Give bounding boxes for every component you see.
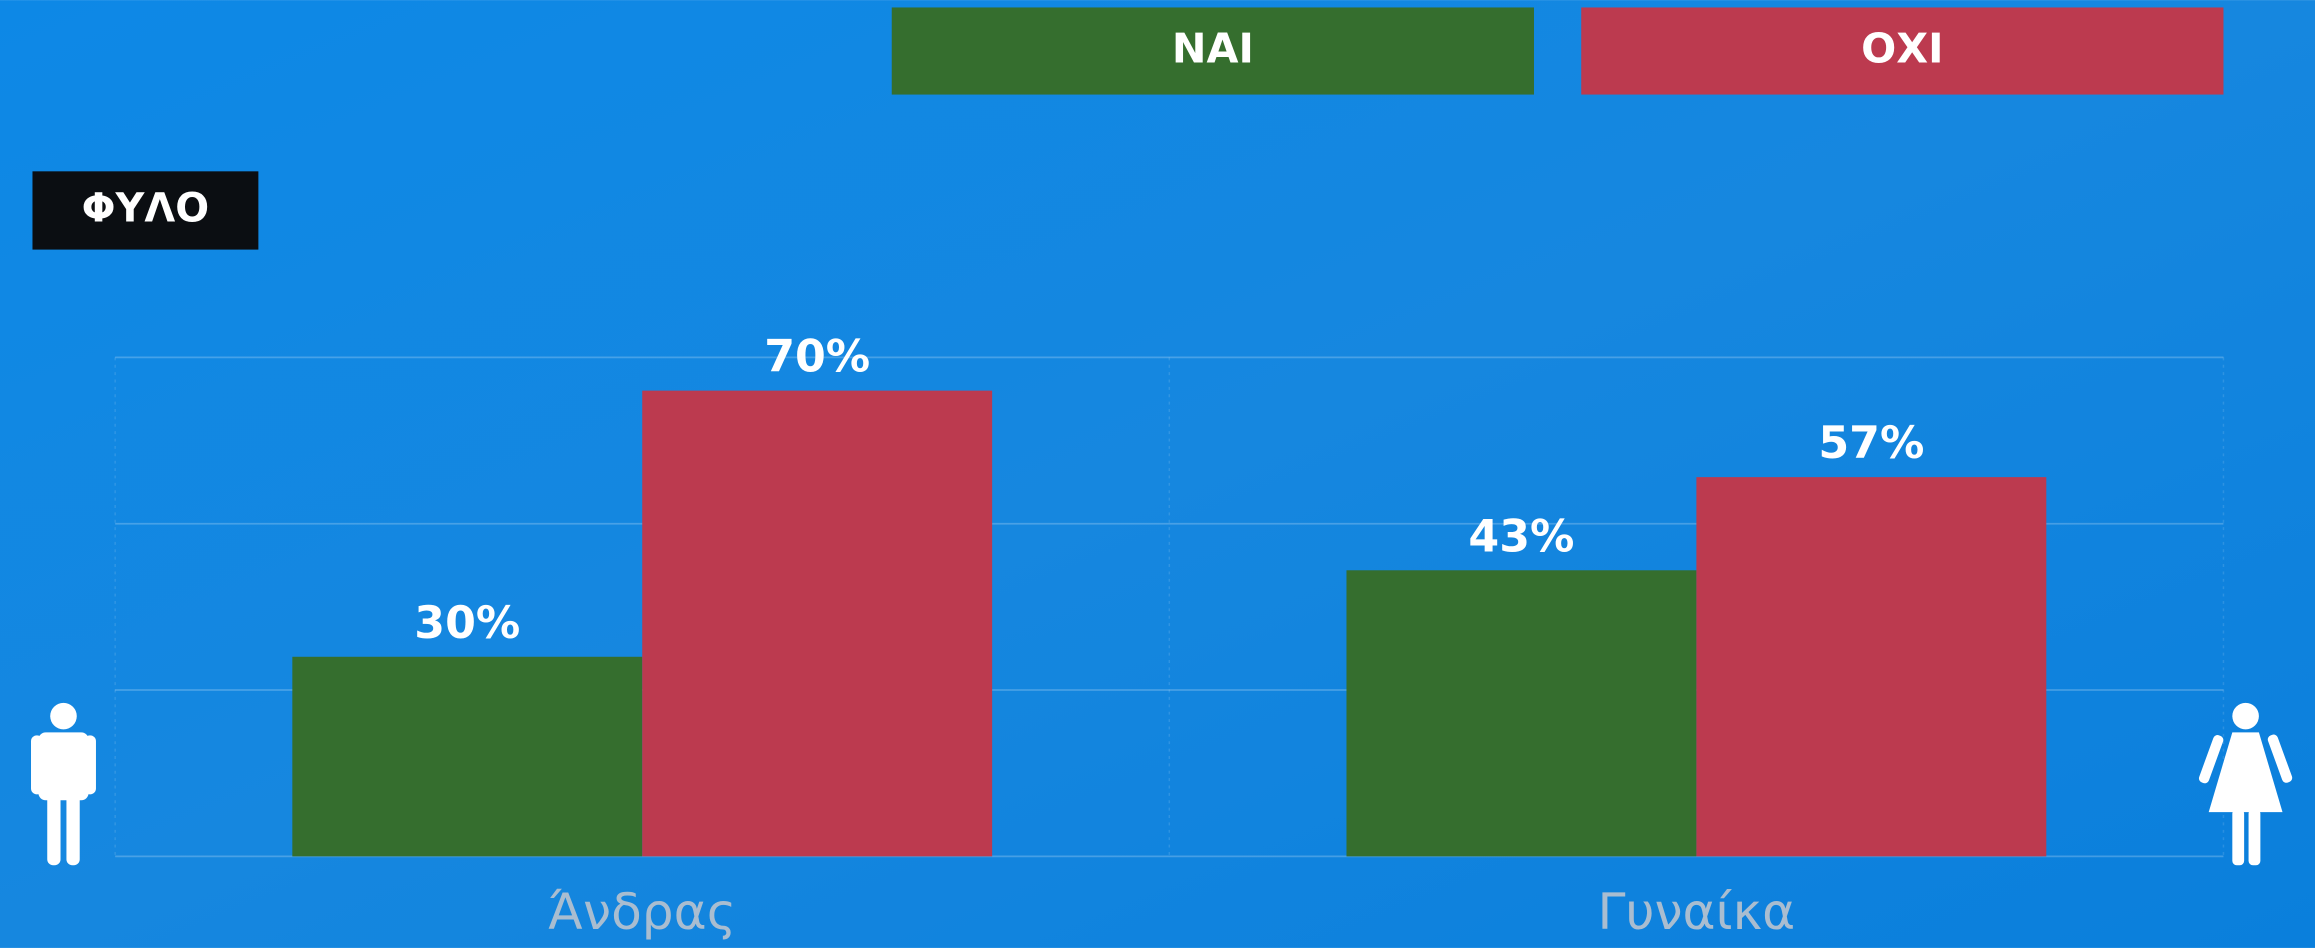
value-label: 57% [1818,418,1924,469]
title-box [32,171,259,250]
chart-title: ΦΥΛΟ [82,186,209,232]
male-icon [31,702,96,866]
value-label: 43% [1468,511,1574,562]
bar [292,656,643,857]
value-label: 70% [764,332,870,383]
legend-swatch [1581,7,2224,95]
bar [1346,570,1697,857]
value-label: 30% [414,598,520,649]
female-icon [2198,702,2293,866]
legend-label: ΟΧΙ [1861,25,1943,73]
x-tick-label: Άνδρας [548,882,736,941]
bar [642,390,993,857]
x-tick-label: Γυναίκα [1598,882,1796,941]
bar [1696,477,2047,857]
legend-label: ΝΑΙ [1172,25,1254,73]
legend-swatch [891,7,1534,95]
